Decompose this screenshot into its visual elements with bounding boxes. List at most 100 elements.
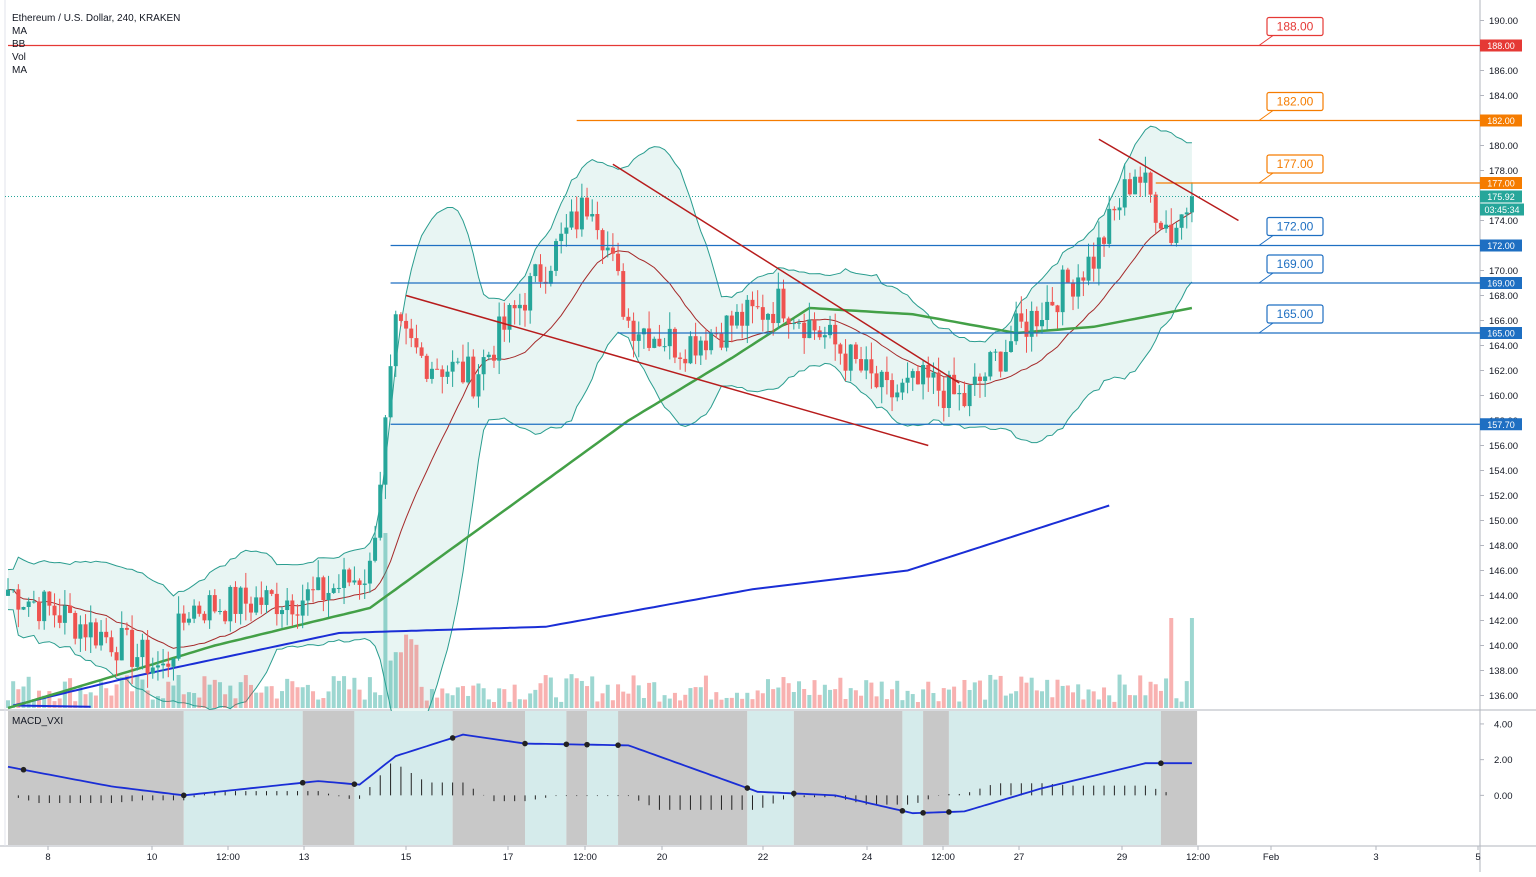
time-tick-label: 3: [1373, 852, 1378, 863]
callout-box: [1266, 154, 1324, 174]
last-price-tag-bg: [1480, 190, 1522, 203]
volume-bar: [636, 685, 641, 708]
volume-bar: [124, 675, 129, 708]
candle-body: [926, 364, 931, 378]
volume-bar: [73, 701, 78, 708]
candle-body: [476, 374, 481, 397]
volume-bar: [486, 699, 491, 708]
volume-bar: [936, 701, 941, 708]
volume-bar: [388, 660, 393, 708]
candle-body: [931, 372, 936, 378]
indicator-vol[interactable]: Vol: [12, 52, 26, 63]
candle-body: [285, 600, 290, 611]
volume-bar: [197, 697, 202, 708]
volume-bar: [502, 689, 507, 708]
candle-body: [186, 618, 191, 623]
volume-bar: [554, 697, 559, 708]
volume-bar: [83, 694, 88, 708]
candle-body: [512, 304, 517, 309]
price-tick-label: 156.00: [1489, 441, 1518, 452]
volume-bar: [1029, 677, 1034, 708]
candle-body: [6, 589, 10, 596]
candle-body: [626, 316, 631, 321]
volume-bar: [693, 687, 698, 708]
candle-body: [295, 614, 300, 616]
macd-zone: [23, 711, 184, 845]
macd-cross-dot: [791, 790, 797, 797]
volume-bar: [450, 695, 455, 708]
volume-bar: [864, 680, 869, 708]
time-tick-label: 8: [45, 852, 50, 863]
level-tag-bg: [1480, 327, 1522, 339]
countdown-tag-bg: [1480, 203, 1524, 216]
candle-body: [259, 597, 264, 605]
candle-body: [564, 227, 569, 234]
candle-body: [135, 657, 140, 667]
volume-bar: [1019, 676, 1024, 708]
candle-body: [574, 211, 579, 230]
volume-bar: [248, 684, 253, 708]
candle-body: [983, 376, 988, 382]
bollinger-lower: [7, 281, 1193, 743]
candle-body: [869, 359, 874, 374]
volume-bar: [419, 686, 424, 708]
price-tick-label: 164.00: [1489, 341, 1518, 352]
candle-body: [853, 344, 858, 360]
volume-bar: [688, 688, 693, 708]
volume-bar: [543, 675, 548, 708]
ma-slow-line: [12, 504, 1110, 708]
volume-bar: [135, 675, 140, 708]
volume-bar: [1117, 674, 1122, 708]
volume-bar: [1081, 699, 1086, 708]
candle-body: [895, 392, 900, 398]
volume-bar: [357, 689, 362, 708]
volume-bar: [507, 701, 512, 708]
volume-bar: [528, 693, 533, 708]
volume-bar: [347, 689, 352, 708]
indicator-ma[interactable]: MA: [12, 26, 27, 37]
indicator-bb[interactable]: BB: [12, 39, 26, 50]
candle-body: [238, 587, 243, 614]
volume-bar: [305, 684, 310, 708]
callout-box: [1266, 216, 1324, 237]
candle-body: [228, 586, 233, 622]
candle-body: [797, 322, 802, 324]
volume-bar: [791, 691, 796, 708]
candle-body: [1127, 179, 1132, 195]
volume-bar: [398, 652, 403, 708]
candle-body: [393, 314, 398, 367]
volume-bar: [21, 686, 26, 708]
volume-bar: [1189, 618, 1194, 708]
volume-bar: [714, 692, 719, 708]
price-tick-label: 136.00: [1489, 691, 1518, 702]
candle-body: [326, 592, 331, 601]
volume-bar: [52, 701, 57, 708]
level-tag-bg: [1480, 239, 1522, 252]
candle-body: [388, 366, 393, 418]
candle-body: [517, 304, 522, 309]
macd-label[interactable]: MACD_VXI: [12, 716, 64, 727]
volume-bar: [212, 679, 217, 708]
candle-body: [1086, 256, 1091, 281]
volume-bar: [585, 686, 590, 708]
volume-bar: [114, 684, 119, 708]
candle-body: [662, 346, 667, 348]
candle-body: [243, 587, 248, 604]
volume-bar: [202, 676, 207, 708]
macd-zone: [923, 711, 949, 845]
bollinger-basis: [7, 211, 1193, 649]
candle-body: [1117, 207, 1122, 211]
indicator-ma-2[interactable]: MA: [12, 65, 27, 76]
price-tick-label: 142.00: [1489, 616, 1518, 627]
volume-bar: [326, 691, 331, 708]
macd-cross-dot: [522, 740, 528, 747]
candle-body: [212, 595, 217, 612]
volume-bar: [217, 682, 222, 708]
candle-body: [367, 560, 372, 584]
price-tick-label: 140.00: [1489, 641, 1518, 652]
volume-bar: [797, 681, 802, 708]
macd-cross-dot: [449, 735, 456, 741]
macd-zone: [793, 711, 903, 845]
candle-body: [719, 333, 724, 348]
